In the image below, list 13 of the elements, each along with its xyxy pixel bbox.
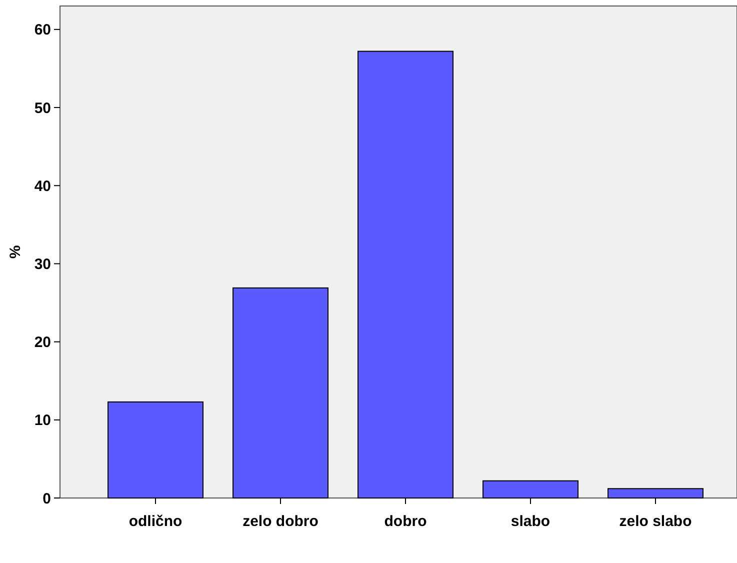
x-tick-label: zelo dobro	[242, 513, 318, 530]
x-tick-label: slabo	[510, 513, 550, 530]
y-tick-label: 10	[34, 412, 51, 430]
y-tick-label: 20	[34, 334, 51, 352]
y-tick-label: 30	[34, 256, 51, 273]
y-tick-label: 60	[34, 22, 51, 39]
y-axis-title: %	[7, 245, 24, 259]
x-tick-label: dobro	[384, 513, 427, 530]
y-tick-label: 0	[42, 490, 51, 508]
x-tick-label: odlično	[128, 513, 182, 530]
y-tick-label: 50	[34, 100, 51, 117]
x-tick-label: zelo slabo	[619, 513, 692, 530]
y-tick-label: 40	[34, 178, 51, 195]
